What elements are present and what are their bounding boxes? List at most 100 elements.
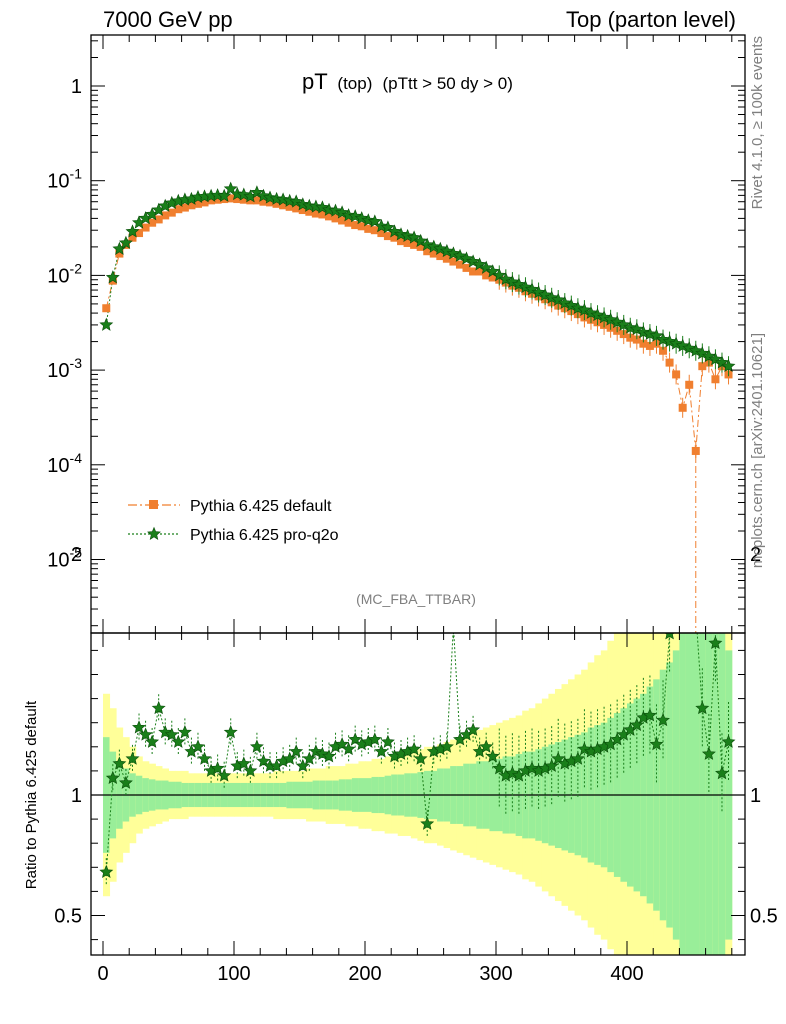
ratio-band-inner	[685, 633, 693, 955]
main-ytick-label: 10-1	[47, 166, 82, 193]
series-default-point	[357, 222, 366, 231]
series-default-point	[403, 238, 412, 247]
main-ytick-label: 10-3	[47, 355, 82, 382]
ratio-point	[236, 756, 251, 770]
ratio-ytick-label: 1	[71, 785, 82, 807]
ratio-band-inner	[692, 633, 700, 955]
ratio-point	[695, 700, 710, 715]
series-default-point	[233, 195, 242, 204]
series-default-point	[252, 196, 261, 205]
series-q2o-point	[217, 188, 232, 202]
xtick-label: 100	[217, 963, 250, 985]
ratio-point	[407, 741, 422, 756]
series-default-point	[128, 233, 137, 242]
series-default-point	[338, 216, 347, 225]
ratio-point	[282, 751, 297, 765]
xtick-label: 300	[479, 963, 512, 985]
ratio-frame	[90, 632, 746, 956]
ratio-point	[197, 751, 212, 765]
main-panel-data	[99, 181, 736, 633]
main-ytick-label: 10-2	[47, 260, 82, 287]
ratio-point	[374, 744, 389, 758]
ratio-point	[701, 746, 716, 760]
series-default-point	[665, 358, 674, 367]
series-default-point	[200, 198, 209, 207]
ratio-point	[171, 734, 186, 748]
ratio-panel-data	[99, 633, 736, 887]
series-default-point	[161, 211, 170, 220]
series-default-point	[279, 201, 288, 210]
series-default-point	[305, 207, 314, 216]
ratio-point	[132, 720, 146, 734]
ratio-point	[217, 768, 232, 782]
ratio-point	[151, 700, 166, 715]
ratio-band-inner	[712, 633, 720, 955]
series-default-point	[397, 237, 406, 246]
ratio-point	[642, 708, 657, 722]
ratio-point	[380, 734, 395, 748]
series-default-point	[292, 204, 301, 213]
ratio-point	[322, 749, 336, 763]
ratio-point	[420, 816, 435, 830]
legend-marker-default	[149, 500, 158, 509]
ratio-point	[295, 758, 310, 772]
ratio-point	[243, 763, 258, 777]
ratio-point	[210, 761, 225, 775]
plot-title-sub2: (pTtt > 50 dy > 0)	[383, 74, 513, 93]
series-default-point	[226, 194, 235, 203]
series-default-point	[390, 233, 399, 242]
series-default-point	[449, 257, 458, 266]
ratio-point	[223, 725, 238, 739]
series-default-point	[370, 226, 379, 235]
series-default-point	[410, 240, 419, 249]
ratio-ylabel: Ratio to Pythia 6.425 default	[23, 700, 40, 889]
series-q2o-point	[118, 235, 133, 249]
series-default-point	[469, 267, 478, 276]
series-q2o-point	[105, 270, 120, 284]
series-default-point	[115, 249, 124, 258]
mcplots-label: mcplots.cern.ch [arXiv:2401.10621]	[749, 333, 766, 568]
ratio-point	[164, 727, 179, 741]
series-default-point	[285, 202, 294, 211]
series-default-point	[377, 229, 386, 238]
ratio-point	[112, 756, 127, 770]
plot-title-main: pT	[302, 69, 327, 94]
series-q2o-point	[302, 198, 317, 212]
series-default-point	[455, 260, 464, 269]
ratio-ytick-label-right: 0.5	[750, 906, 778, 928]
ratio-point	[105, 770, 120, 785]
ratio-point	[177, 725, 192, 739]
ratio-point	[466, 722, 481, 736]
ratio-point	[191, 739, 205, 753]
rivet-label: Rivet 4.1.0, ≥ 100k events	[749, 36, 766, 209]
ratio-point	[715, 766, 729, 780]
ratio-band-inner	[699, 633, 707, 955]
series-q2o-point	[361, 213, 376, 227]
axes: 1 10-1 10-2 10-3 10-4 10-5 0 100 200 300 400 0.5 0.5…	[47, 34, 778, 985]
series-q2o-point	[322, 202, 336, 216]
series-q2o-point	[721, 358, 736, 373]
ratio-point	[341, 741, 356, 756]
ratio-ytick-label: 0.5	[54, 906, 82, 928]
series-q2o-point	[223, 181, 238, 195]
series-default-point	[364, 224, 373, 233]
ratio-point	[708, 635, 723, 650]
series-default-point	[488, 273, 497, 282]
ratio-point	[125, 751, 140, 765]
main-ytick-label: 10-5	[47, 545, 82, 572]
ratio-point	[367, 732, 382, 746]
ratio-band-inner	[705, 633, 713, 955]
main-ytick-label: 1	[71, 76, 82, 98]
header-right: Top (parton level)	[566, 7, 736, 32]
ratio-point	[138, 727, 153, 741]
series-default-point	[416, 242, 425, 251]
ratio-ytick-label-right: 2	[750, 544, 761, 566]
series-default-point	[639, 339, 648, 348]
ratio-band-inner	[679, 633, 687, 955]
series-default-point	[475, 267, 484, 276]
series-default-point	[482, 271, 491, 280]
legend-label-default: Pythia 6.425 default	[190, 498, 332, 515]
series-default-point	[266, 198, 275, 207]
ratio-point	[118, 775, 133, 789]
